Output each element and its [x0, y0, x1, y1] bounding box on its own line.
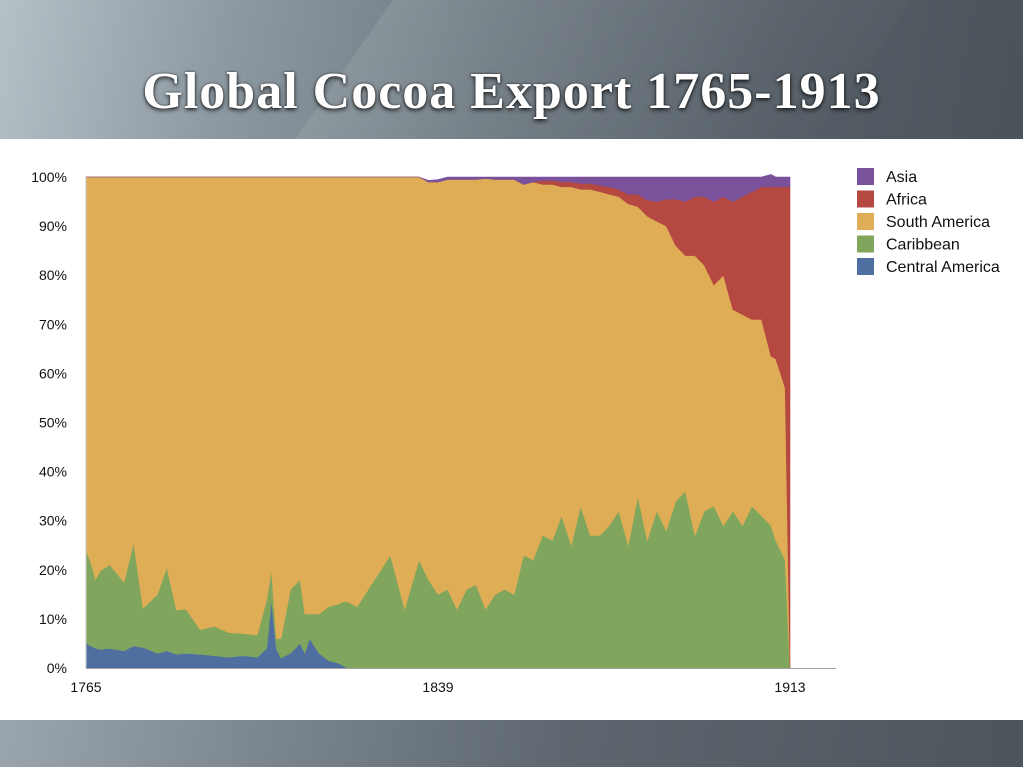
area-series-group [85, 174, 791, 669]
y-tick-label: 70% [39, 316, 67, 332]
legend-item-africa: Africa [857, 190, 927, 209]
legend-item-central-america: Central America [857, 258, 1000, 276]
y-axis-ticks: 0% 10% 20% 30% 40% 50% 60% 70% 80% 90% 100% [31, 169, 67, 676]
slide-footer-band [0, 720, 1023, 767]
slide-title: Global Cocoa Export 1765-1913 [142, 63, 881, 120]
x-tick-label: 1765 [70, 679, 101, 695]
x-tick-label: 1913 [774, 679, 805, 695]
legend-label-africa: Africa [886, 192, 927, 209]
chart-axes [85, 177, 836, 669]
y-tick-label: 20% [39, 562, 67, 578]
y-tick-label: 30% [39, 513, 67, 529]
stacked-area-chart: 0% 10% 20% 30% 40% 50% 60% 70% 80% 90% 100% 1765 18… [31, 168, 1000, 695]
legend-item-south-america: South America [857, 213, 990, 231]
area-asia [86, 174, 791, 202]
legend-swatch-caribbean [857, 235, 874, 253]
y-tick-label: 10% [39, 611, 67, 627]
y-tick-label: 100% [31, 169, 67, 185]
y-tick-label: 0% [47, 660, 67, 676]
y-tick-label: 80% [39, 267, 67, 283]
legend-swatch-central-america [857, 258, 874, 275]
legend-swatch-asia [857, 168, 874, 185]
legend-swatch-africa [857, 190, 874, 208]
y-tick-label: 50% [39, 415, 67, 431]
legend-label-caribbean: Caribbean [886, 237, 960, 254]
chart-legend: Asia Africa South America Caribbean Central … [857, 168, 1000, 276]
y-tick-label: 90% [39, 218, 67, 234]
legend-label-south-america: South America [886, 214, 990, 231]
y-tick-label: 60% [39, 365, 67, 381]
x-axis-ticks: 1765 1839 1913 [70, 679, 805, 695]
x-tick-label: 1839 [422, 679, 453, 695]
y-tick-label: 40% [39, 464, 67, 480]
legend-item-caribbean: Caribbean [857, 235, 960, 254]
legend-item-asia: Asia [857, 168, 917, 186]
legend-swatch-south-america [857, 213, 874, 230]
legend-label-central-america: Central America [886, 259, 1000, 276]
legend-label-asia: Asia [886, 169, 917, 186]
slide-header-band: Global Cocoa Export 1765-1913 [0, 0, 1023, 139]
